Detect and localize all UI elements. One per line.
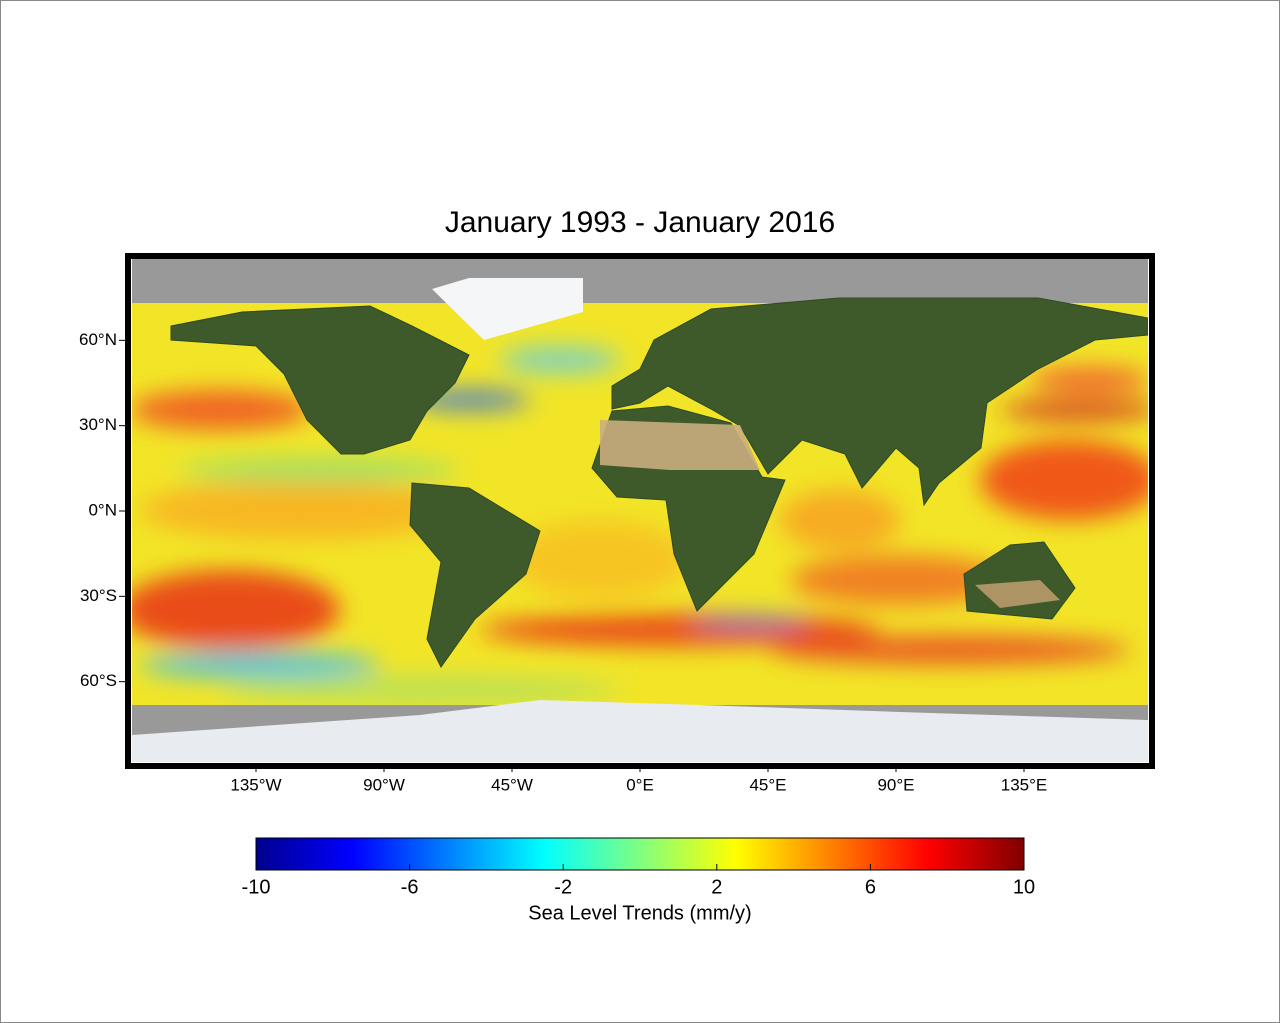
y-tick-label: 0°N bbox=[88, 500, 117, 519]
colorbar-label: Sea Level Trends (mm/y) bbox=[528, 902, 751, 924]
colorbar-tick-label: 2 bbox=[711, 876, 722, 898]
map-title: January 1993 - January 2016 bbox=[445, 206, 835, 239]
x-tick-label: 135°W bbox=[230, 775, 281, 794]
x-tick-label: 90°E bbox=[877, 775, 914, 794]
colorbar-tick-label: -6 bbox=[401, 876, 419, 898]
colorbar-tick-label: 10 bbox=[1013, 876, 1035, 898]
x-tick-label: 45°W bbox=[491, 775, 533, 794]
y-tick-label: 30°N bbox=[79, 415, 117, 434]
colorbar-tick-label: -10 bbox=[242, 876, 271, 898]
y-tick-label: 60°N bbox=[79, 330, 117, 349]
map-image bbox=[132, 259, 1148, 762]
x-tick-label: 0°E bbox=[626, 775, 654, 794]
colorbar-tick-label: 6 bbox=[865, 876, 876, 898]
y-tick-label: 30°S bbox=[80, 586, 117, 605]
colorbar bbox=[255, 837, 1025, 871]
x-tick-label: 45°E bbox=[749, 775, 786, 794]
y-tick-label: 60°S bbox=[80, 671, 117, 690]
colorbar-tick-label: -2 bbox=[554, 876, 572, 898]
x-tick-label: 90°W bbox=[363, 775, 405, 794]
x-tick-label: 135°E bbox=[1001, 775, 1048, 794]
